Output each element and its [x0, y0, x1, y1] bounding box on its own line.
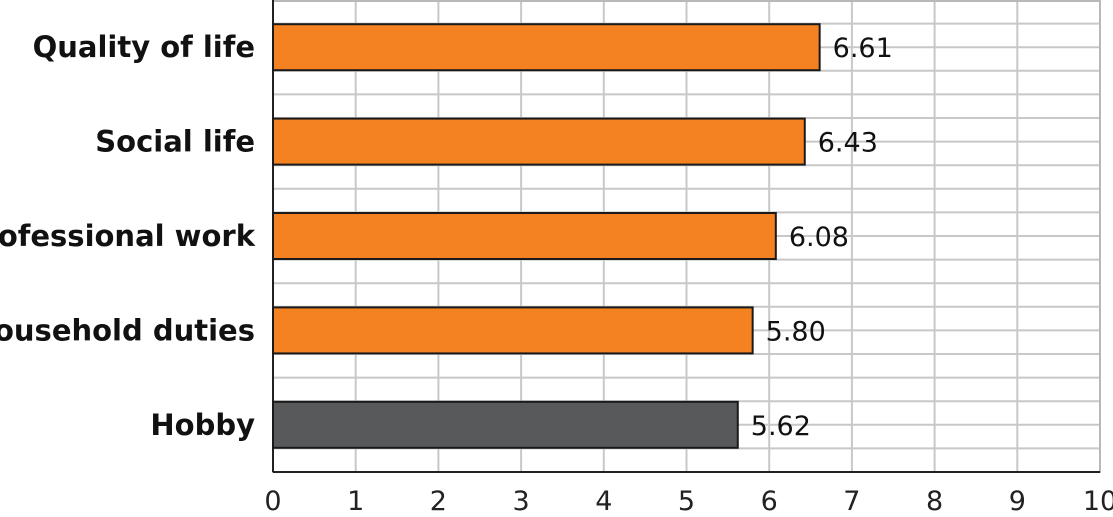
- value-label: 5.62: [751, 411, 811, 442]
- bar: [272, 400, 739, 449]
- value-label: 6.43: [818, 128, 878, 159]
- category-label: Household duties: [0, 313, 255, 347]
- x-tick-label: 4: [595, 486, 612, 517]
- value-label: 6.61: [833, 33, 893, 64]
- x-tick-label: 9: [1009, 486, 1026, 517]
- x-tick-label: 0: [264, 486, 281, 517]
- category-label: Quality of life: [33, 30, 255, 64]
- bar: [272, 23, 821, 72]
- x-tick-label: 8: [926, 486, 943, 517]
- category-label: Social life: [95, 125, 255, 159]
- value-label: 6.08: [789, 222, 849, 253]
- x-tick-label: 10: [1083, 486, 1113, 517]
- x-tick-label: 1: [347, 486, 364, 517]
- x-tick-label: 5: [678, 486, 695, 517]
- bar: [272, 117, 806, 166]
- x-tick-label: 2: [430, 486, 447, 517]
- value-label: 5.80: [766, 316, 826, 347]
- category-label: Professional work: [0, 219, 256, 253]
- bar: [272, 306, 754, 355]
- x-tick-label: 7: [843, 486, 860, 517]
- category-label: Hobby: [150, 408, 255, 442]
- bar: [272, 212, 777, 260]
- x-tick-label: 3: [513, 486, 530, 517]
- x-tick-label: 6: [761, 486, 778, 517]
